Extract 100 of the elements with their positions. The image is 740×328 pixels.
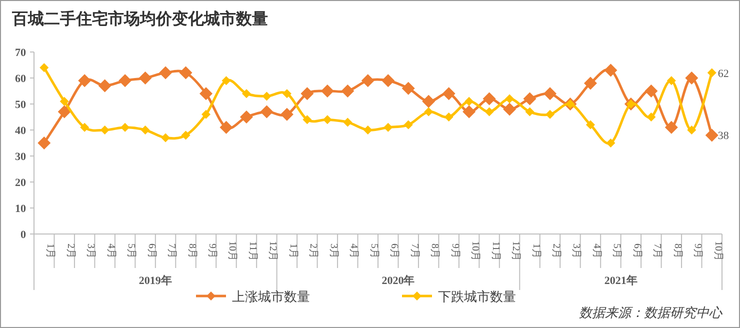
text: 2020年 [382,274,415,287]
data-label: 62 [718,68,729,80]
point [322,115,332,124]
x-tick-label: 10月 [226,241,238,261]
x-tick-label: 3月 [85,244,96,258]
x-tick-label: 7月 [166,244,178,258]
x-tick-label: 9月 [449,244,460,258]
point [584,76,597,90]
legend-label: 下跌城市数量 [438,289,516,304]
point [523,92,536,106]
x-tick-label: 3月 [570,244,582,258]
x-tick-label: 11月 [490,241,501,261]
y-tick-label: 0 [20,229,26,241]
x-tick-label: 4月 [105,244,116,258]
point [444,112,454,122]
point [140,126,150,134]
x-tick-label: 10月 [712,241,724,261]
point [382,74,395,88]
x-tick-label: 10月 [470,241,481,261]
point [505,94,514,104]
point [604,64,618,77]
y-tick-label: 20 [15,177,26,189]
point [138,72,152,84]
x-tick-label: 7月 [652,244,663,258]
point [685,72,698,84]
x-tick-label: 6月 [631,244,642,258]
point [161,133,170,142]
y-tick-label: 30 [15,151,26,163]
y-tick-label: 40 [15,125,26,137]
x-tick-label: 1月 [287,244,298,258]
point [546,110,554,119]
point [687,126,696,134]
y-tick-label: 50 [15,99,26,111]
title: 百城二手住宅市场均价变化城市数量 [12,11,268,28]
x-tick-label: 9月 [692,244,704,258]
point [240,110,253,124]
x-tick-label: 8月 [429,244,440,258]
x-tick-label: 6月 [388,244,400,258]
x-tick-label: 11月 [246,241,258,261]
x-tick-label: 2月 [550,244,562,258]
point [98,79,112,92]
point [40,63,49,72]
y-tick-label: 70 [15,47,26,59]
point [544,87,556,100]
x-tick-label: 1月 [44,244,56,258]
point [179,66,192,80]
point [60,96,69,106]
x-tick-label: 8月 [186,244,198,258]
point [181,130,190,140]
point [666,76,676,86]
point [404,120,413,130]
point [586,120,595,130]
point [118,74,132,88]
point [442,87,456,100]
point [646,112,656,122]
point [341,84,354,98]
y-tick-label: 60 [15,73,26,85]
x-tick-label: 4月 [348,244,360,258]
x-tick-label: 7月 [408,244,420,258]
x-tick-label: 5月 [368,244,380,258]
x-tick-label: 1月 [530,244,542,258]
point [422,94,436,108]
text: 2019年 [138,274,172,287]
point [300,87,314,100]
point [462,105,476,118]
x-tick-label: 3月 [328,244,339,258]
point [38,136,51,150]
point [120,122,130,132]
point [484,107,494,116]
point [242,89,251,98]
point [424,107,434,116]
x-tick-label: 12月 [267,241,278,261]
point [644,84,658,98]
point [100,126,110,134]
point [220,120,233,134]
legend-label: 上涨城市数量 [232,289,310,304]
point [280,108,294,121]
point [222,76,231,86]
point [302,115,312,124]
point [262,92,272,101]
point [363,126,372,134]
x-tick-label: 6月 [146,244,157,258]
point [464,96,474,106]
point [58,105,71,118]
point [664,120,678,134]
text: 2021年 [604,274,638,287]
point [202,110,210,119]
point [482,92,496,106]
x-tick-label: 5月 [126,244,137,258]
point [361,74,374,88]
x-tick-label: 2月 [64,244,76,258]
x-tick-label: 8月 [672,244,683,258]
x-tick-label: 12月 [510,241,522,261]
point [384,122,393,132]
point [343,118,352,127]
point [707,68,716,78]
point [80,122,90,132]
source-note: 数据来源：数据研究中心 [579,305,723,320]
x-tick-label: 9月 [206,244,218,258]
point [525,107,534,116]
